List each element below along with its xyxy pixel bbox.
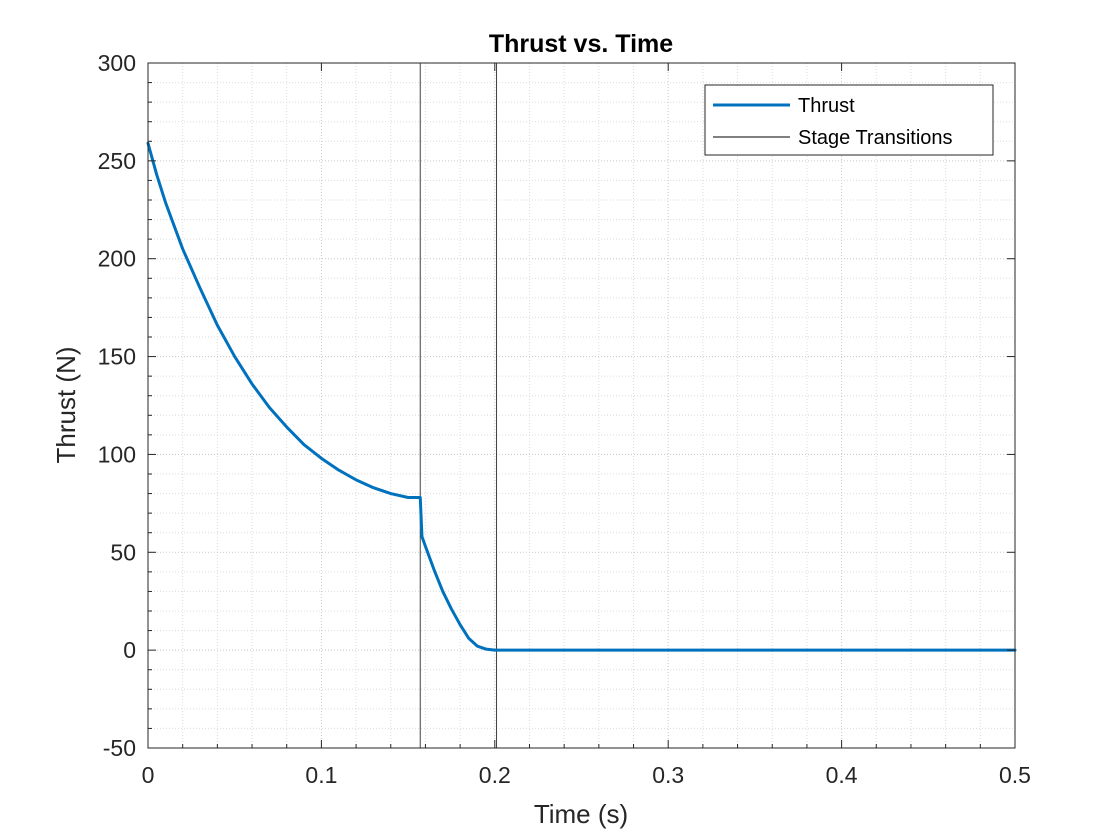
x-axis-ticks: 0 0.1 0.2 0.3 0.4 0.5 xyxy=(142,63,1031,788)
thrust-series xyxy=(146,141,1017,652)
stage-transition-lines xyxy=(419,63,498,748)
x-tick-label: 0.3 xyxy=(652,762,684,788)
y-axis-label: Thrust (N) xyxy=(51,347,81,464)
axes-frame xyxy=(147,62,1016,749)
minor-grid xyxy=(148,63,1015,748)
thrust-line xyxy=(146,141,1017,652)
y-axis-ticks: -50 0 50 100 150 200 250 300 xyxy=(98,50,1015,761)
legend-stage-transitions-label: Stage Transitions xyxy=(798,127,953,149)
y-tick-label: 100 xyxy=(98,441,136,467)
y-tick-label: 150 xyxy=(98,344,136,370)
legend-thrust-label: Thrust xyxy=(798,95,855,117)
y-tick-label: -50 xyxy=(103,735,136,761)
x-tick-label: 0 xyxy=(142,762,155,788)
y-tick-label: 50 xyxy=(110,539,136,565)
x-tick-label: 0.5 xyxy=(999,762,1031,788)
x-tick-label: 0.1 xyxy=(305,762,337,788)
y-tick-label: 300 xyxy=(98,50,136,76)
chart-title: Thrust vs. Time xyxy=(489,30,673,58)
y-tick-label: 250 xyxy=(98,148,136,174)
y-tick-label: 200 xyxy=(98,246,136,272)
legend: Thrust Stage Transitions xyxy=(704,84,994,156)
x-tick-label: 0.4 xyxy=(826,762,858,788)
plot-area xyxy=(148,63,1015,748)
legend-box xyxy=(704,84,994,156)
axes-box xyxy=(147,62,1016,749)
x-tick-label: 0.2 xyxy=(479,762,511,788)
major-grid xyxy=(148,63,1015,748)
y-tick-label: 0 xyxy=(123,637,136,663)
x-axis-label: Time (s) xyxy=(534,799,628,829)
